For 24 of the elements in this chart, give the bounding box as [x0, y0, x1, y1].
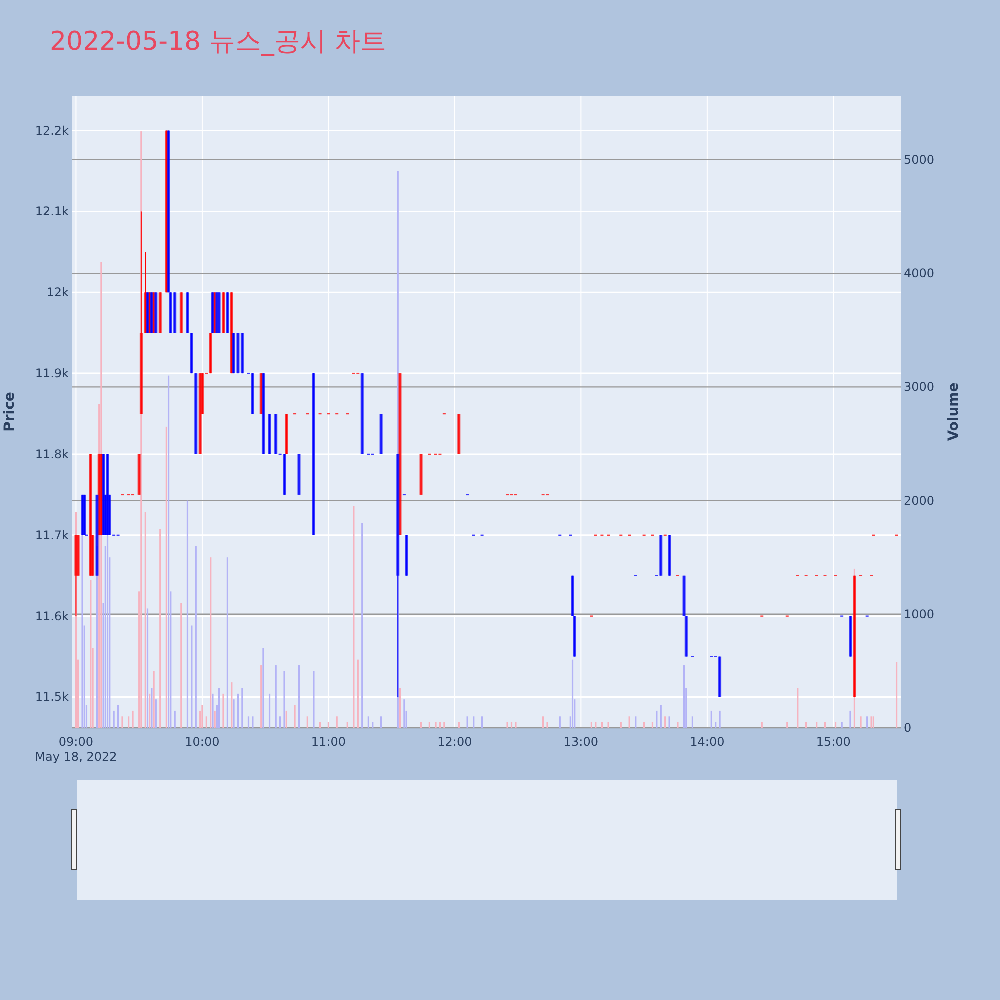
y2-tick-label: 3000 — [904, 380, 935, 394]
y2-tick-label: 2000 — [904, 494, 935, 508]
x-tick-label: 13:00 — [564, 735, 598, 749]
y2-tick-label: 4000 — [904, 266, 935, 281]
y-tick-label: 11.6k — [35, 609, 70, 624]
y-tick-label: 12k — [46, 286, 70, 300]
x-tick-label: 09:00 May 18, 2022 — [35, 735, 118, 764]
y-tick-label: 11.9k — [35, 366, 70, 381]
y2-tick-label: 1000 — [904, 607, 935, 622]
x-tick-label: 15:00 — [816, 735, 851, 749]
x-tick-label: 12:00 — [438, 735, 472, 749]
y2-tick-label: 5000 — [904, 152, 935, 167]
x-tick-label: 10:00 — [185, 735, 220, 749]
y-tick-label: 12.1k — [35, 204, 70, 219]
y2-axis-title: Volume — [946, 382, 962, 442]
y-axis-title: Price — [2, 392, 18, 432]
y-tick-label: 11.8k — [35, 447, 70, 462]
y-tick-label: 12.2k — [35, 124, 70, 138]
x-tick-label: 14:00 — [690, 735, 725, 749]
chart-title: 2022-05-18 뉴스_공시 차트 — [50, 27, 387, 57]
x-tick-label: 11:00 — [311, 735, 346, 749]
y-tick-label: 11.7k — [35, 528, 70, 542]
y2-tick-label: 0 — [904, 721, 912, 735]
y-tick-label: 11.5k — [35, 690, 70, 704]
